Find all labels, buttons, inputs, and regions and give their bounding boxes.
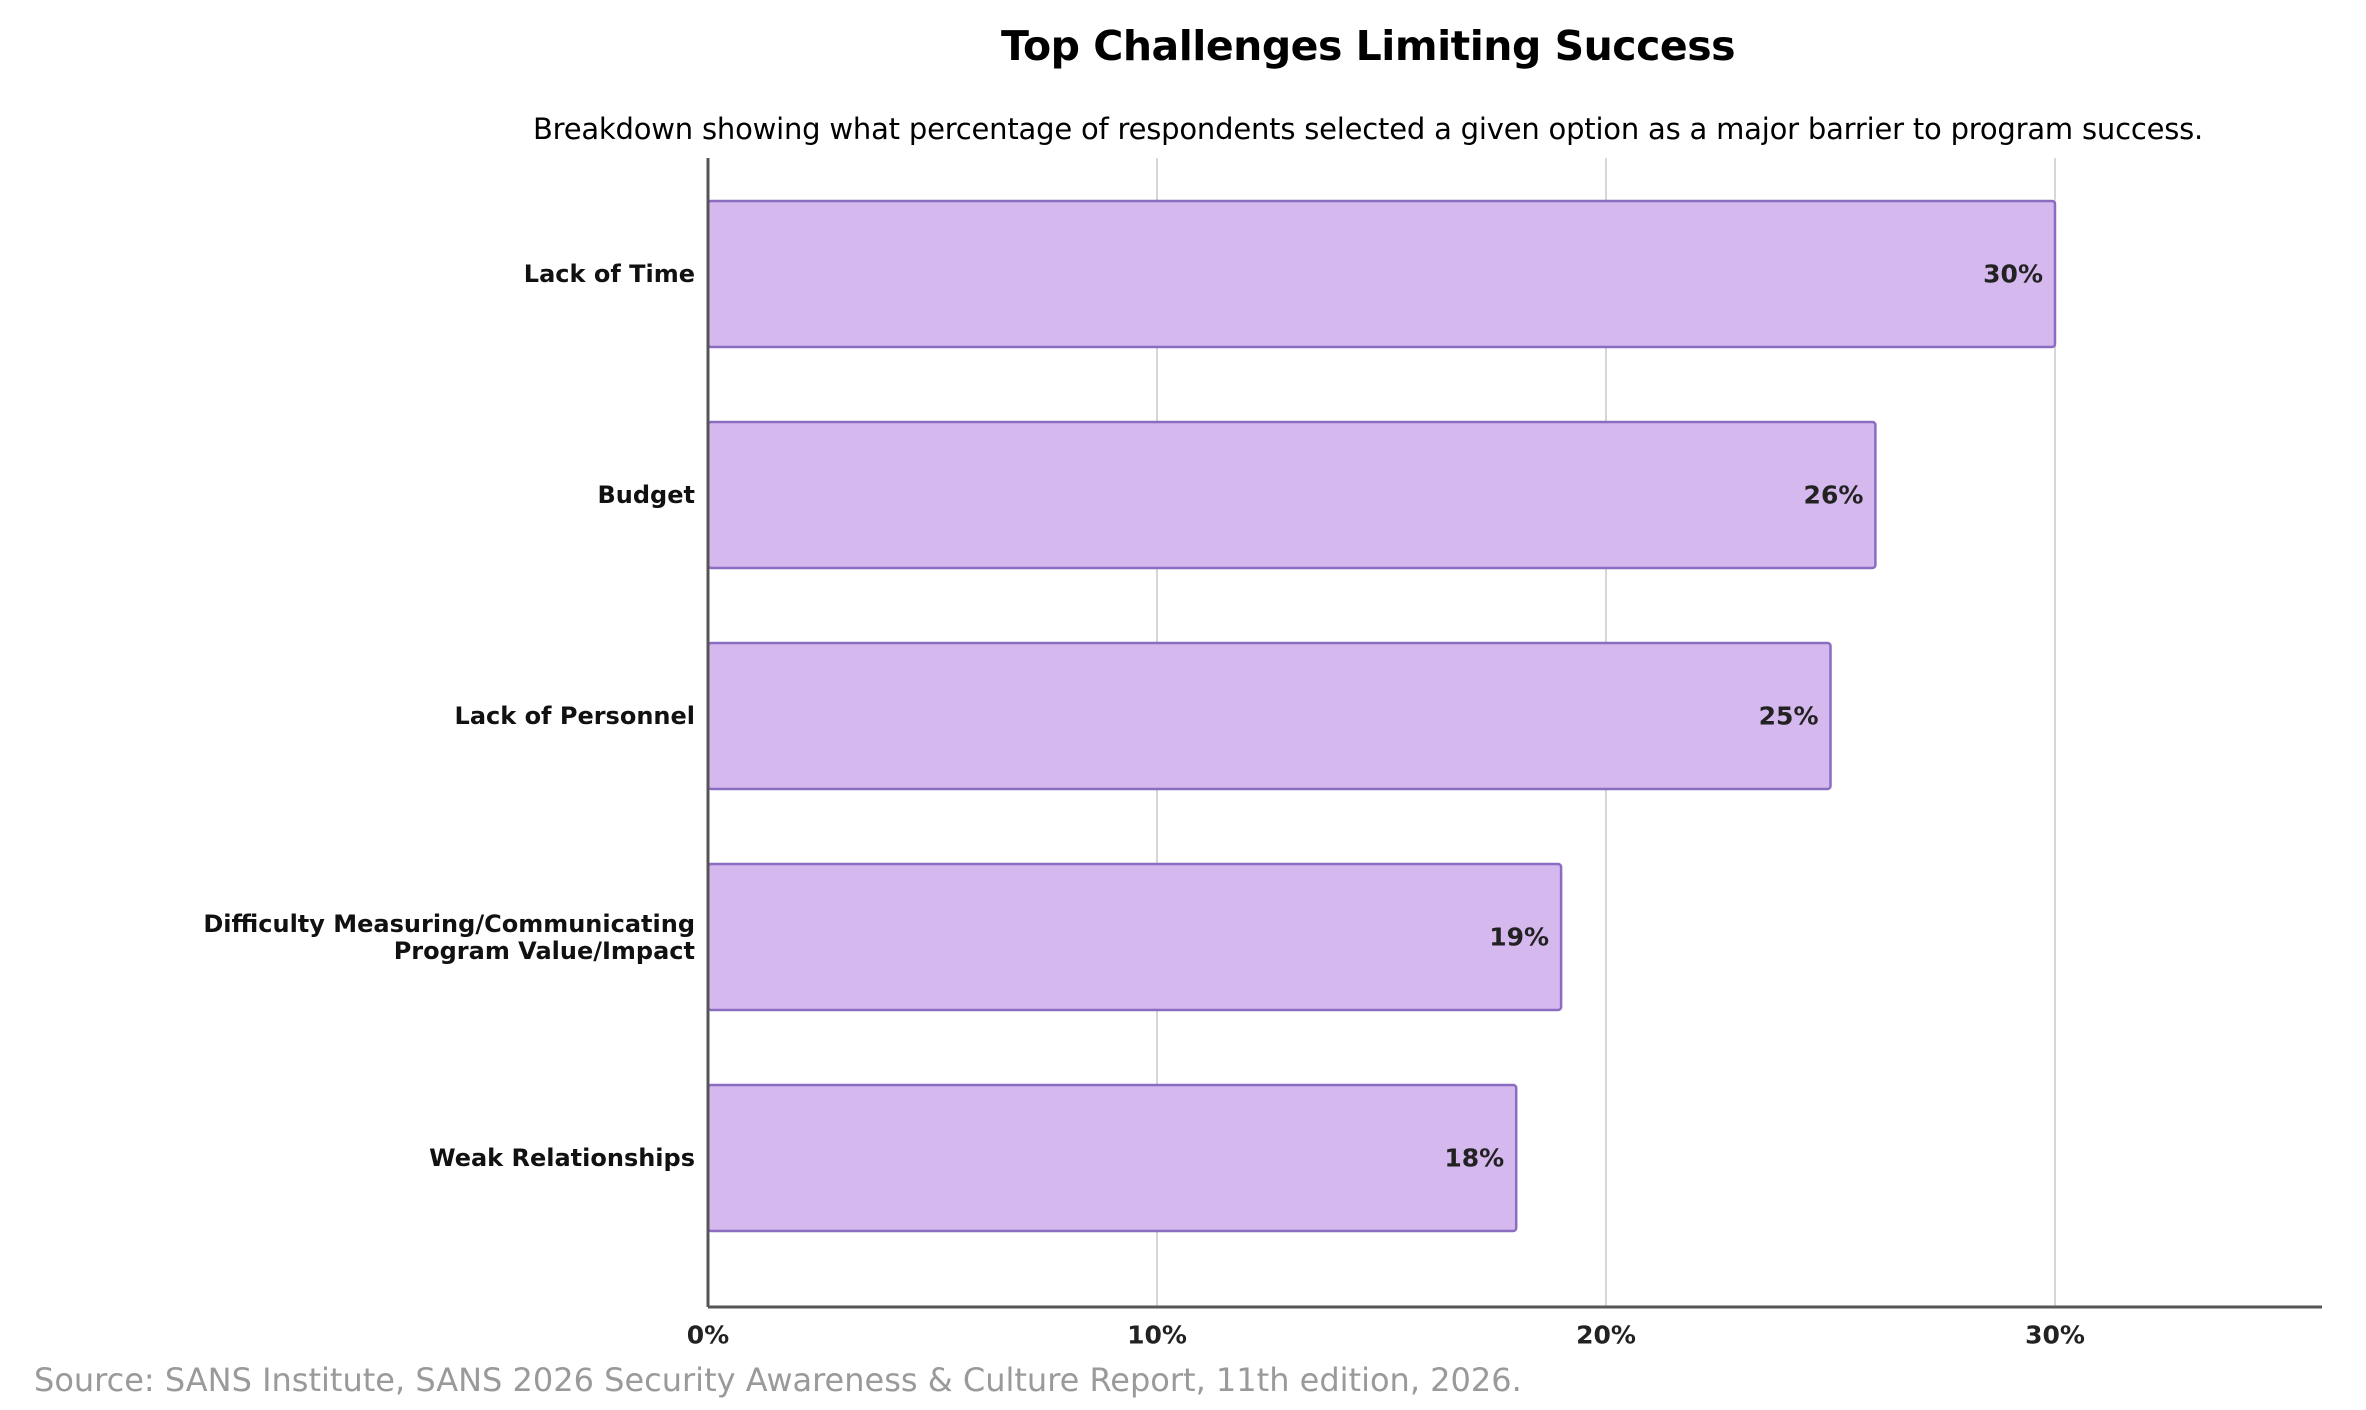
category-label-0: Lack of Time [524, 260, 695, 288]
bar-4 [706, 1083, 1518, 1233]
x-tick-label-10: 10% [1127, 1321, 1187, 1350]
data-label-4: 18% [1444, 1144, 1504, 1173]
x-tick-label-0: 0% [687, 1321, 729, 1350]
bar-1 [706, 420, 1877, 570]
x-tick-label-30: 30% [2025, 1321, 2085, 1350]
chart-subtitle: Breakdown showing what percentage of res… [532, 112, 2204, 146]
bar-3 [706, 862, 1563, 1012]
data-label-0: 30% [1983, 260, 2043, 289]
category-label-line: Difficulty Measuring/Communicating [203, 910, 695, 938]
category-label-3: Difficulty Measuring/Communicating Progra… [203, 910, 695, 965]
axes [706, 158, 2322, 1309]
chart-title: Top Challenges Limiting Success [1000, 22, 1736, 70]
category-label-4: Weak Relationships [429, 1144, 695, 1172]
bars [706, 199, 2057, 1233]
source-note: Source: SANS Institute, SANS 2026 Securi… [34, 1361, 1522, 1399]
data-label-1: 26% [1804, 481, 1864, 510]
labels: 30% Lack of Time 26% Budget 25% Lack of Perso… [203, 260, 2085, 1350]
x-tick-label-20: 20% [1576, 1321, 1636, 1350]
bar-2 [706, 641, 1832, 791]
bar-0 [706, 199, 2057, 349]
category-label-1: Budget [598, 481, 696, 509]
data-label-2: 25% [1759, 702, 1819, 731]
category-label-2: Lack of Personnel [455, 702, 695, 730]
data-label-3: 19% [1489, 923, 1549, 952]
category-label-line: Program Value/Impact [394, 937, 695, 965]
